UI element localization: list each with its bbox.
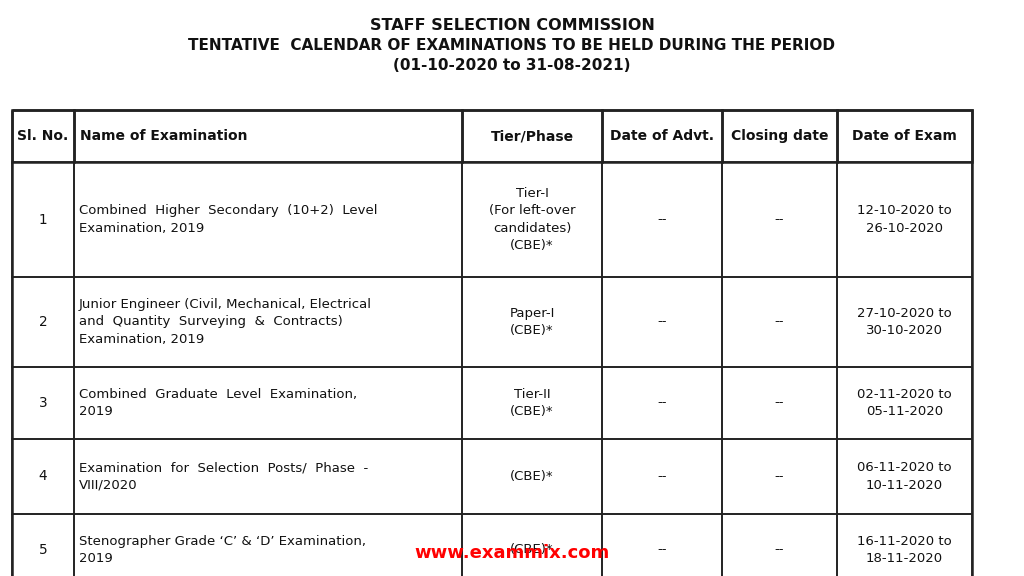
Text: (CBE)*: (CBE)*: [510, 544, 554, 556]
Bar: [12, 367, 74, 439]
Text: 4: 4: [39, 469, 47, 483]
Bar: [12, 439, 74, 514]
Text: 02-11-2020 to
05-11-2020: 02-11-2020 to 05-11-2020: [857, 388, 952, 418]
Text: Combined  Higher  Secondary  (10+2)  Level
Examination, 2019: Combined Higher Secondary (10+2) Level E…: [79, 204, 378, 235]
Text: --: --: [657, 316, 667, 328]
Bar: [602, 367, 722, 439]
Text: Date of Advt.: Date of Advt.: [610, 129, 714, 143]
Bar: [74, 514, 462, 576]
Text: Name of Examination: Name of Examination: [80, 129, 248, 143]
Text: 16-11-2020 to
18-11-2020: 16-11-2020 to 18-11-2020: [857, 535, 952, 565]
Text: Combined  Graduate  Level  Examination,
2019: Combined Graduate Level Examination, 201…: [79, 388, 357, 418]
Text: 5: 5: [39, 543, 47, 557]
Bar: [74, 439, 462, 514]
Text: --: --: [775, 213, 784, 226]
Text: www.exammix.com: www.exammix.com: [415, 544, 609, 562]
Text: --: --: [775, 316, 784, 328]
Text: Tier/Phase: Tier/Phase: [490, 129, 573, 143]
Text: Junior Engineer (Civil, Mechanical, Electrical
and  Quantity  Surveying  &  Cont: Junior Engineer (Civil, Mechanical, Elec…: [79, 298, 372, 346]
Bar: [462, 439, 602, 514]
Text: --: --: [775, 470, 784, 483]
Bar: [12, 514, 74, 576]
Bar: [462, 110, 602, 162]
Text: Closing date: Closing date: [731, 129, 828, 143]
Bar: [602, 277, 722, 367]
Text: --: --: [657, 470, 667, 483]
Text: Stenographer Grade ‘C’ & ‘D’ Examination,
2019: Stenographer Grade ‘C’ & ‘D’ Examination…: [79, 535, 366, 565]
Bar: [602, 439, 722, 514]
Text: --: --: [657, 544, 667, 556]
Text: 27-10-2020 to
30-10-2020: 27-10-2020 to 30-10-2020: [857, 307, 952, 338]
Bar: [722, 367, 837, 439]
Bar: [722, 110, 837, 162]
Text: 12-10-2020 to
26-10-2020: 12-10-2020 to 26-10-2020: [857, 204, 952, 235]
Text: (01-10-2020 to 31-08-2021): (01-10-2020 to 31-08-2021): [393, 58, 631, 73]
Bar: [837, 514, 972, 576]
Text: TENTATIVE  CALENDAR OF EXAMINATIONS TO BE HELD DURING THE PERIOD: TENTATIVE CALENDAR OF EXAMINATIONS TO BE…: [188, 38, 836, 53]
Bar: [837, 110, 972, 162]
Bar: [602, 110, 722, 162]
Bar: [462, 162, 602, 277]
Text: STAFF SELECTION COMMISSION: STAFF SELECTION COMMISSION: [370, 18, 654, 33]
Bar: [837, 367, 972, 439]
Bar: [722, 277, 837, 367]
Bar: [837, 439, 972, 514]
Bar: [12, 110, 972, 576]
Bar: [74, 162, 462, 277]
Bar: [722, 162, 837, 277]
Text: Examination  for  Selection  Posts/  Phase  -
VIII/2020: Examination for Selection Posts/ Phase -…: [79, 461, 369, 492]
Text: --: --: [657, 396, 667, 410]
Bar: [74, 110, 462, 162]
Text: 3: 3: [39, 396, 47, 410]
Text: --: --: [775, 544, 784, 556]
Bar: [462, 367, 602, 439]
Bar: [837, 162, 972, 277]
Text: Date of Exam: Date of Exam: [852, 129, 957, 143]
Text: --: --: [775, 396, 784, 410]
Bar: [837, 277, 972, 367]
Bar: [12, 110, 74, 162]
Text: 2: 2: [39, 315, 47, 329]
Bar: [602, 514, 722, 576]
Bar: [602, 162, 722, 277]
Text: 1: 1: [39, 213, 47, 226]
Bar: [722, 439, 837, 514]
Text: --: --: [657, 213, 667, 226]
Text: Sl. No.: Sl. No.: [17, 129, 69, 143]
Text: Tier-I
(For left-over
candidates)
(CBE)*: Tier-I (For left-over candidates) (CBE)*: [488, 187, 575, 252]
Bar: [462, 514, 602, 576]
Bar: [722, 514, 837, 576]
Bar: [12, 162, 74, 277]
Bar: [12, 277, 74, 367]
Bar: [74, 367, 462, 439]
Bar: [74, 277, 462, 367]
Text: Paper-I
(CBE)*: Paper-I (CBE)*: [509, 307, 555, 338]
Text: (CBE)*: (CBE)*: [510, 470, 554, 483]
Text: 06-11-2020 to
10-11-2020: 06-11-2020 to 10-11-2020: [857, 461, 952, 492]
Bar: [462, 277, 602, 367]
Text: Tier-II
(CBE)*: Tier-II (CBE)*: [510, 388, 554, 418]
